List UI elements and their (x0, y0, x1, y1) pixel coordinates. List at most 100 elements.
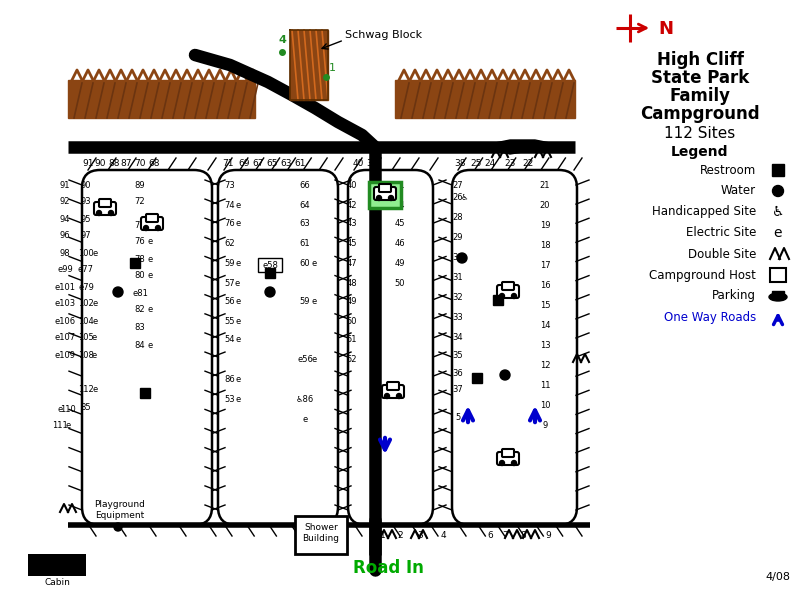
Circle shape (143, 225, 149, 231)
Text: e56: e56 (297, 355, 313, 365)
Text: 83: 83 (134, 323, 146, 331)
Text: e: e (92, 385, 98, 394)
Circle shape (113, 287, 123, 297)
Text: 92: 92 (60, 197, 70, 206)
Bar (770, 268, 786, 282)
Text: 96: 96 (60, 231, 70, 241)
Text: 9: 9 (542, 420, 548, 429)
Text: 54: 54 (225, 336, 235, 345)
Text: 2: 2 (397, 531, 403, 540)
Text: Restroom: Restroom (700, 164, 756, 177)
Circle shape (511, 294, 517, 298)
Bar (472, 373, 482, 383)
Text: 82: 82 (134, 305, 146, 314)
Text: ♿86: ♿86 (296, 396, 314, 404)
Text: 49: 49 (346, 298, 358, 307)
Text: 73: 73 (225, 180, 235, 190)
Text: 7: 7 (502, 531, 508, 540)
FancyBboxPatch shape (146, 214, 158, 222)
Text: 53: 53 (225, 396, 235, 404)
Text: 4: 4 (278, 35, 286, 45)
Text: 78: 78 (134, 254, 146, 263)
Text: e: e (235, 317, 241, 326)
Text: 91: 91 (82, 158, 94, 167)
Text: 52: 52 (346, 355, 358, 365)
FancyBboxPatch shape (382, 385, 404, 398)
Text: e: e (774, 226, 782, 240)
Text: 60: 60 (300, 259, 310, 267)
Text: e: e (147, 305, 153, 314)
Polygon shape (68, 80, 255, 118)
Text: 57: 57 (225, 279, 235, 288)
Text: e: e (147, 254, 153, 263)
Text: 90: 90 (94, 158, 106, 167)
Text: One Way Roads: One Way Roads (664, 311, 756, 324)
Text: 8: 8 (520, 531, 526, 540)
Text: 26: 26 (453, 193, 463, 202)
Text: Electric Site: Electric Site (686, 227, 756, 240)
Text: e: e (91, 333, 97, 343)
Text: 111: 111 (52, 420, 68, 429)
Text: e: e (302, 416, 308, 425)
Text: 63: 63 (300, 219, 310, 228)
FancyBboxPatch shape (99, 199, 111, 207)
Text: 4: 4 (440, 531, 446, 540)
Text: 76: 76 (225, 219, 235, 228)
Text: e: e (147, 272, 153, 280)
Text: e: e (147, 340, 153, 349)
Text: e103: e103 (54, 299, 75, 308)
Text: 16: 16 (540, 280, 550, 289)
Text: Campground: Campground (640, 105, 760, 123)
Text: e: e (91, 350, 97, 359)
Bar (258, 258, 282, 272)
FancyBboxPatch shape (497, 285, 519, 298)
Text: e: e (234, 279, 240, 288)
Text: Campground Host: Campground Host (649, 269, 756, 282)
Circle shape (155, 225, 161, 231)
Text: 95: 95 (81, 215, 91, 224)
FancyBboxPatch shape (502, 449, 514, 457)
Bar (772, 164, 784, 176)
Text: e77: e77 (78, 266, 94, 275)
Circle shape (97, 211, 102, 215)
Text: 42: 42 (346, 200, 358, 209)
Text: Legend: Legend (671, 145, 729, 159)
Circle shape (109, 211, 114, 215)
Text: e79: e79 (78, 282, 94, 292)
Text: 91: 91 (60, 180, 70, 190)
Text: 98: 98 (60, 248, 70, 257)
Text: e: e (58, 406, 62, 415)
Text: 11: 11 (540, 381, 550, 390)
Text: e: e (235, 200, 241, 209)
Text: High Cliff: High Cliff (657, 51, 743, 69)
Text: ♿: ♿ (772, 205, 784, 219)
Bar (130, 258, 140, 268)
Text: 45: 45 (394, 219, 406, 228)
Text: 87: 87 (120, 158, 132, 167)
FancyBboxPatch shape (94, 202, 116, 215)
Text: 64: 64 (300, 200, 310, 209)
Text: 50: 50 (346, 317, 358, 326)
Text: 51: 51 (346, 336, 358, 345)
Polygon shape (395, 80, 575, 118)
Text: 86: 86 (225, 375, 235, 384)
Text: State Park: State Park (651, 69, 749, 87)
Text: 59: 59 (225, 259, 235, 267)
Text: 75: 75 (134, 221, 146, 229)
Text: 43: 43 (346, 219, 358, 228)
Text: 38: 38 (454, 158, 466, 167)
Text: 110: 110 (60, 406, 76, 415)
Text: 49: 49 (394, 259, 406, 267)
Text: 39: 39 (366, 158, 378, 167)
Circle shape (500, 370, 510, 380)
Text: 17: 17 (540, 260, 550, 269)
Text: 32: 32 (453, 294, 463, 302)
FancyBboxPatch shape (379, 184, 391, 192)
Bar (265, 268, 275, 278)
Text: Accessible
Cabin: Accessible Cabin (34, 568, 81, 588)
Text: e: e (311, 355, 317, 365)
Text: e: e (235, 375, 241, 384)
Text: 5: 5 (455, 413, 461, 422)
Text: 14: 14 (540, 320, 550, 330)
FancyBboxPatch shape (387, 382, 399, 390)
